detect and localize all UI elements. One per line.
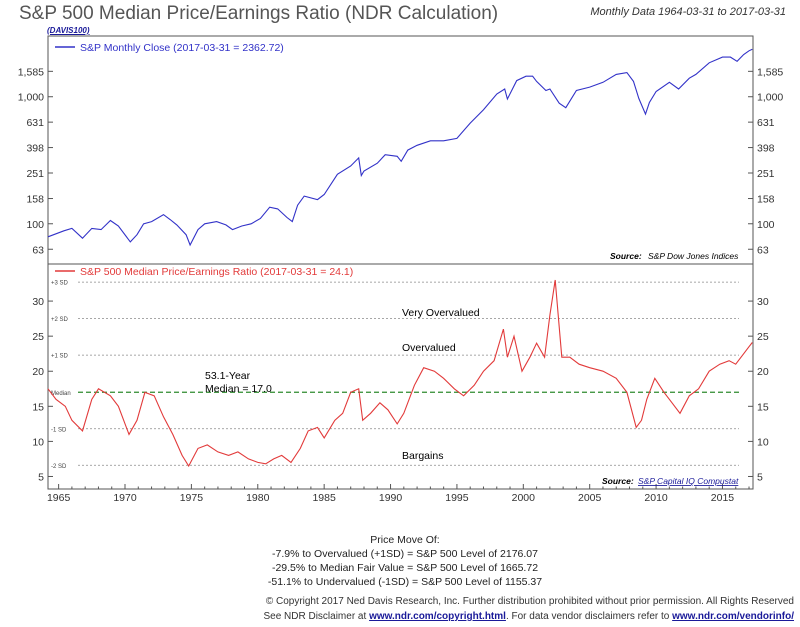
- price-ytick-label-right: 631: [757, 117, 775, 129]
- pe-ytick-label-right: 5: [757, 471, 763, 483]
- bargains-label: Bargains: [402, 450, 443, 462]
- price-source-label: Source:: [610, 251, 642, 261]
- sd-reference-label: -1 SD: [51, 427, 67, 433]
- sd-reference-label: +3 SD: [51, 281, 69, 287]
- price-source: S&P Dow Jones Indices: [648, 251, 739, 261]
- price-ytick-label-left: 1,585: [18, 66, 44, 78]
- sd-reference-label: Median: [51, 391, 71, 397]
- sp-monthly-close-line: [47, 48, 753, 247]
- x-tick-label: 1995: [445, 492, 469, 504]
- pe-source-label: Source:: [602, 476, 634, 486]
- x-tick-label: 1980: [246, 492, 270, 504]
- pe-ytick-label-left: 15: [32, 401, 44, 413]
- price-ytick-label-left: 158: [26, 194, 44, 206]
- x-tick-label: 2010: [644, 492, 668, 504]
- price-ytick-label-left: 631: [26, 117, 44, 129]
- series-code-link[interactable]: (DAVIS100): [47, 26, 90, 35]
- pe-ytick-label-right: 10: [757, 436, 769, 448]
- x-tick-label: 2000: [512, 492, 536, 504]
- x-tick-label: 2005: [578, 492, 602, 504]
- overvalued-label: Overvalued: [402, 342, 456, 354]
- price-ytick-label-right: 158: [757, 194, 775, 206]
- pe-panel-frame: [47, 263, 754, 490]
- disclaimer-mid: . For data vendor disclaimers refer to: [505, 611, 673, 622]
- price-panel-frame: [47, 35, 754, 265]
- x-tick-label: 1990: [379, 492, 403, 504]
- price-ytick-label-right: 1,000: [757, 92, 783, 104]
- pe-ytick-label-left: 25: [32, 331, 44, 343]
- price-ytick-label-right: 1,585: [757, 66, 783, 78]
- copyright-text: © Copyright 2017 Ned Davis Research, Inc…: [265, 596, 794, 607]
- price-ytick-label-left: 63: [32, 244, 44, 256]
- sd-reference-label: +1 SD: [51, 354, 69, 360]
- pe-ytick-label-right: 30: [757, 296, 769, 308]
- price-ytick-label-right: 398: [757, 143, 775, 155]
- pe-ytick-label-left: 10: [32, 436, 44, 448]
- pe-ytick-label-left: 5: [38, 471, 44, 483]
- price-legend-label: S&P Monthly Close (2017-03-31 = 2362.72): [80, 42, 284, 54]
- pe-ytick-label-right: 25: [757, 331, 769, 343]
- sd-reference-label: -2 SD: [51, 464, 67, 470]
- median-pe-ratio-line: [47, 279, 753, 468]
- copyright-link[interactable]: www.ndr.com/copyright.html: [369, 611, 506, 622]
- notes-line-median: -29.5% to Median Fair Value = S&P 500 Le…: [271, 562, 539, 574]
- median-value-label: Median = 17.0: [205, 383, 272, 395]
- price-ytick-label-left: 1,000: [18, 92, 44, 104]
- pe-source[interactable]: S&P Capital IQ Compustat: [638, 476, 739, 486]
- price-ytick-label-right: 100: [757, 219, 775, 231]
- price-ytick-label-right: 251: [757, 168, 775, 180]
- sd-reference-label: +2 SD: [51, 317, 69, 323]
- price-ytick-label-left: 100: [26, 219, 44, 231]
- price-ytick-label-left: 398: [26, 143, 44, 155]
- notes-line-overvalued: -7.9% to Overvalued (+1SD) = S&P 500 Lev…: [272, 548, 538, 560]
- price-ytick-label-right: 63: [757, 244, 769, 256]
- date-range-subtitle: Monthly Data 1964-03-31 to 2017-03-31: [590, 6, 786, 18]
- x-tick-label: 1970: [113, 492, 137, 504]
- pe-ytick-label-right: 15: [757, 401, 769, 413]
- price-move-notes: Price Move Of: -7.9% to Overvalued (+1SD…: [220, 533, 590, 589]
- x-tick-label: 1975: [180, 492, 204, 504]
- x-tick-label: 1985: [312, 492, 336, 504]
- x-tick-label: 1965: [47, 492, 71, 504]
- price-ytick-label-left: 251: [26, 168, 44, 180]
- vendor-info-link[interactable]: www.ndr.com/vendorinfo/: [672, 611, 794, 622]
- very-overvalued-label: Very Overvalued: [402, 307, 480, 319]
- page-title: S&P 500 Median Price/Earnings Ratio (NDR…: [19, 3, 499, 24]
- median-years-label: 53.1-Year: [205, 370, 251, 382]
- pe-legend-label: S&P 500 Median Price/Earnings Ratio (201…: [80, 266, 353, 278]
- notes-heading: Price Move Of:: [370, 534, 440, 546]
- notes-line-undervalued: -51.1% to Undervalued (-1SD) = S&P 500 L…: [267, 576, 543, 588]
- disclaimer-prefix: See NDR Disclaimer at: [263, 611, 370, 622]
- pe-ytick-label-left: 20: [32, 366, 44, 378]
- pe-ytick-label-left: 30: [32, 296, 44, 308]
- pe-ytick-label-right: 20: [757, 366, 769, 378]
- x-tick-label: 2015: [711, 492, 735, 504]
- disclaimer-text: See NDR Disclaimer at www.ndr.com/copyri…: [263, 611, 794, 622]
